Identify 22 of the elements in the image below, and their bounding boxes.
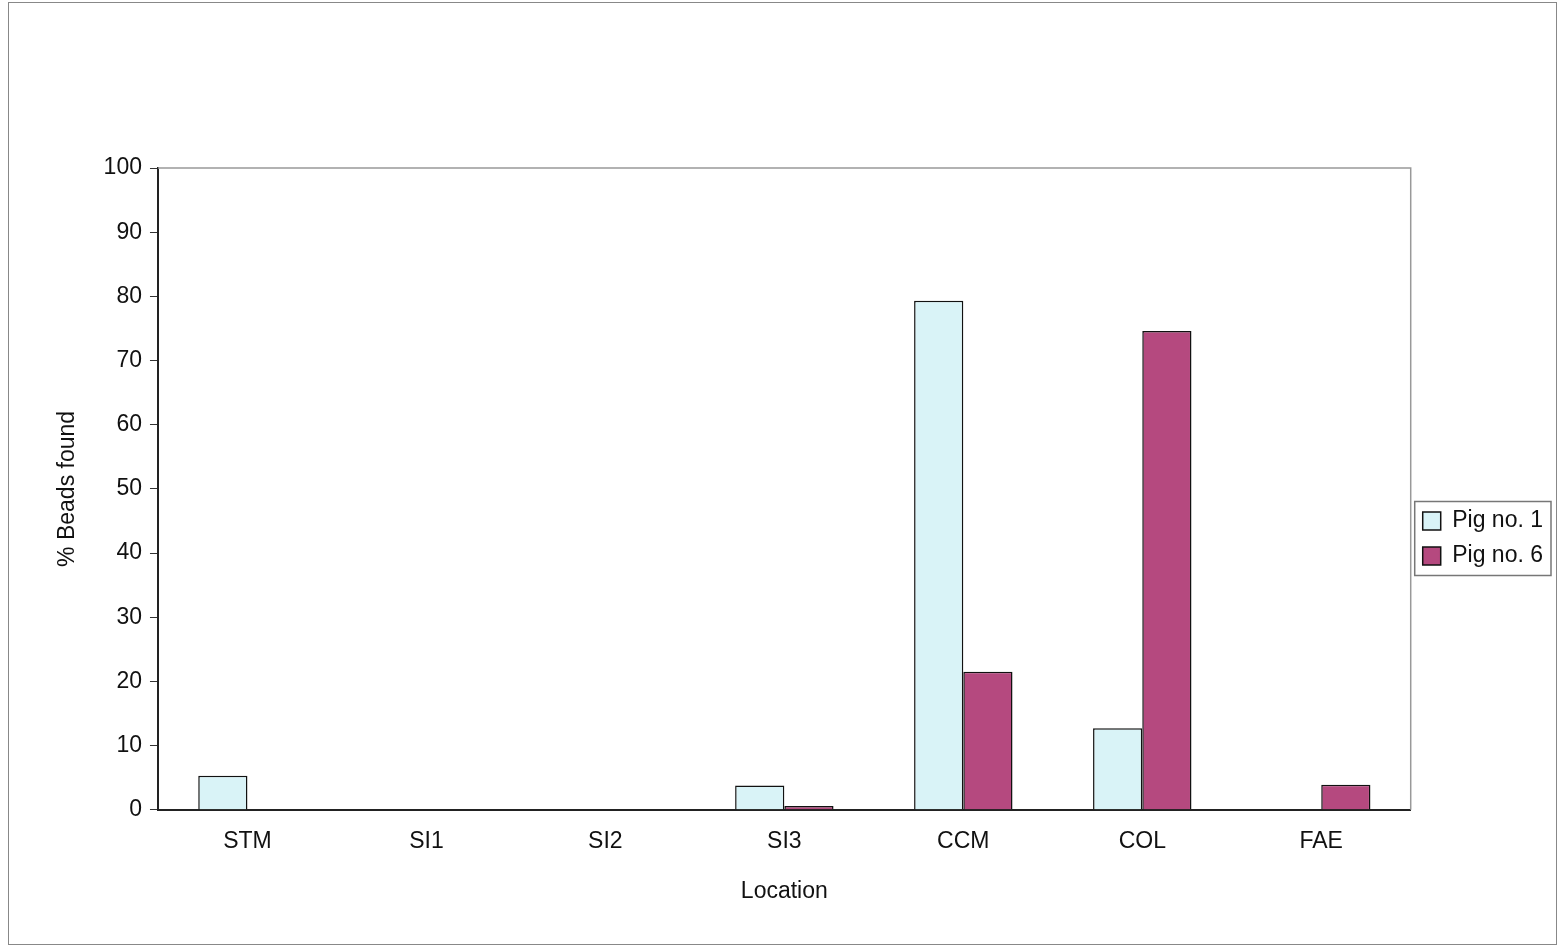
- x-tick-label: SI1: [409, 826, 444, 853]
- y-tick-label: 40: [116, 538, 142, 565]
- x-tick-label: STM: [223, 826, 272, 853]
- y-axis-title: % Beads found: [53, 410, 80, 567]
- x-tick-label: CCM: [937, 826, 990, 853]
- y-tick-label: 80: [116, 281, 142, 308]
- x-axis-title: Location: [740, 876, 828, 903]
- y-tick-label: 30: [116, 602, 142, 629]
- x-tick-label: SI3: [767, 826, 802, 853]
- y-tick-label: 90: [116, 217, 142, 244]
- y-tick-label: 50: [116, 474, 142, 501]
- y-tick-label: 10: [116, 730, 142, 757]
- y-tick-label: 20: [116, 666, 142, 693]
- x-tick-label: FAE: [1299, 826, 1343, 853]
- x-tick-label: SI2: [588, 826, 623, 853]
- x-tick-label: COL: [1118, 826, 1167, 853]
- y-tick-label: 70: [116, 345, 142, 372]
- legend-label: Pig no. 1: [1452, 506, 1544, 533]
- y-tick-label: 100: [103, 153, 142, 180]
- y-tick-label: 60: [116, 410, 142, 437]
- y-tick-label: 0: [129, 795, 142, 822]
- legend-label: Pig no. 6: [1452, 541, 1544, 568]
